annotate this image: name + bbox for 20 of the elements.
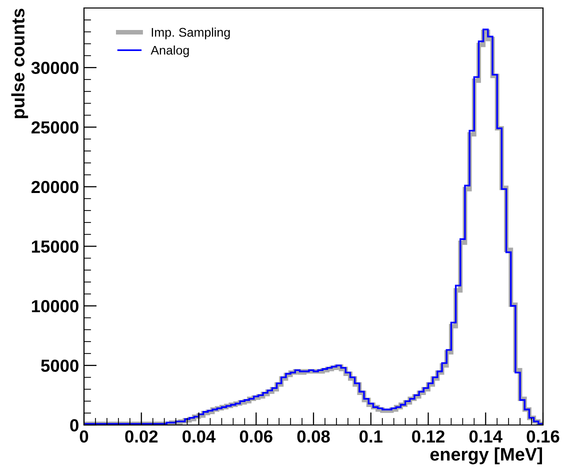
x-tick-label: 0.12 (412, 430, 444, 443)
y-tick-label: 0 (70, 419, 78, 432)
y-tick-label: 10000 (32, 300, 78, 312)
x-tick-label: 0.08 (297, 430, 330, 443)
x-tick-label: 0 (80, 430, 88, 443)
legend-label: Analog (150, 45, 189, 58)
x-tick-label: 0.1 (359, 430, 382, 443)
y-tick-label: 15000 (32, 240, 78, 253)
x-axis-title: energy [MeV] (430, 447, 542, 464)
x-tick-label: 0.14 (469, 430, 502, 443)
y-tick-label: 20000 (31, 180, 78, 194)
x-tick-label: 0.06 (240, 430, 272, 443)
x-tick-label: 0.02 (125, 430, 158, 443)
x-tick-label: 0.04 (182, 430, 216, 443)
y-tick-label: 30000 (31, 62, 78, 74)
y-axis-title: pulse counts (11, 8, 28, 118)
y-tick-label: 25000 (31, 121, 78, 134)
y-tick-label: 5000 (41, 360, 78, 372)
legend-label: Imp. Sampling (152, 28, 230, 40)
x-tick-label: 0.16 (526, 430, 560, 443)
